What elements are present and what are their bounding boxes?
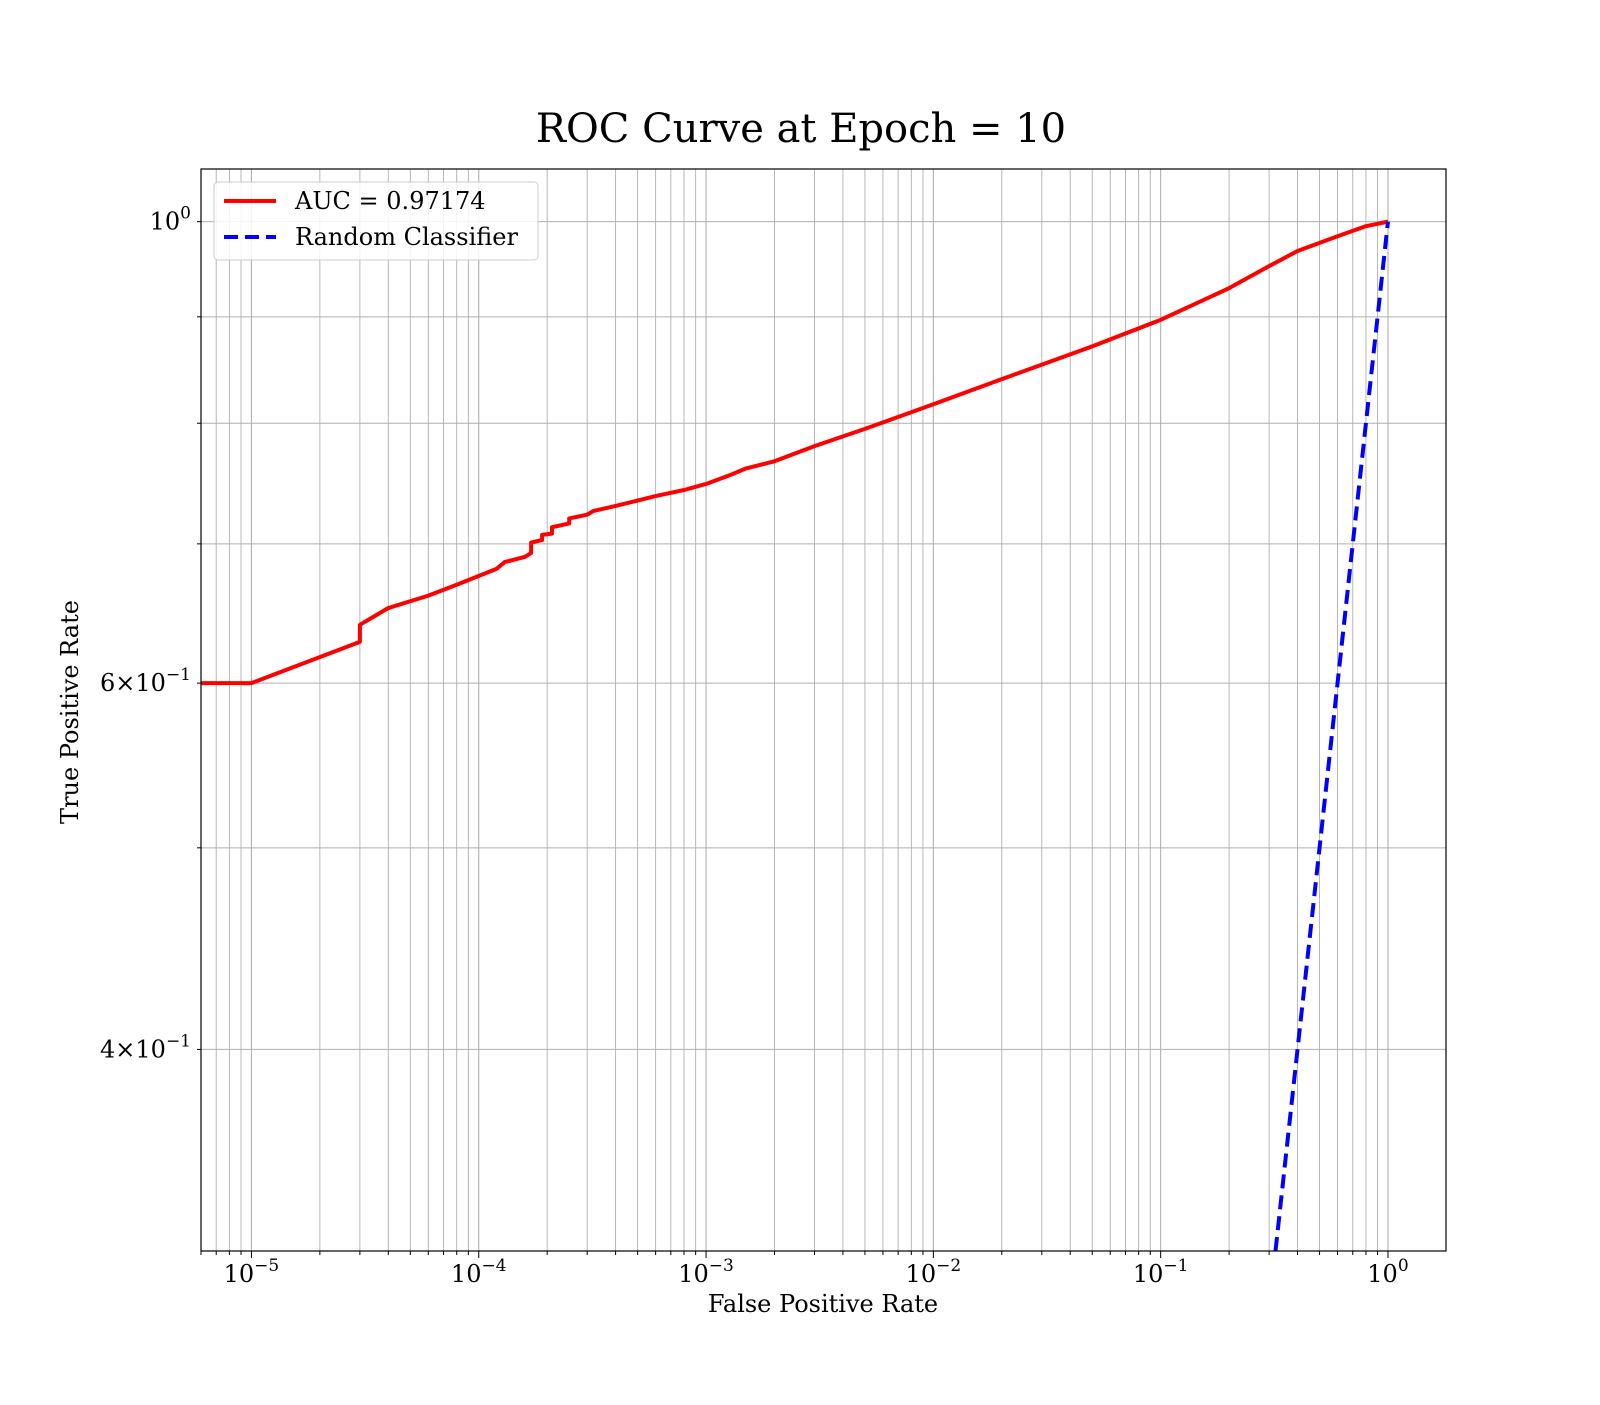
x-tick-label: 10−3 xyxy=(678,1256,734,1288)
series-line-1 xyxy=(1273,221,1390,1251)
series-layer xyxy=(201,219,1390,1251)
label-layer: ROC Curve at Epoch = 10 False Positive R… xyxy=(56,106,1066,1318)
x-axis-label: False Positive Rate xyxy=(708,1290,938,1318)
legend: AUC = 0.97174 Random Classifier xyxy=(213,181,539,261)
chart-title: ROC Curve at Epoch = 10 xyxy=(536,106,1066,152)
tick-layer: 10−5 10−4 10−3 10−2 10−1 100 4×10−1 6×10−1 100 xyxy=(100,204,1409,1288)
x-tick-label: 10−2 xyxy=(906,1256,962,1288)
y-tick-label: 6×10−1 xyxy=(100,665,191,697)
x-tick-label: 10−5 xyxy=(224,1256,280,1288)
legend-box xyxy=(213,181,539,261)
series-line-0 xyxy=(201,219,1389,686)
legend-label-1: Random Classifier xyxy=(295,223,518,251)
x-tick-label: 10−4 xyxy=(451,1256,507,1288)
grid-layer xyxy=(200,169,1446,1251)
y-tick-label: 4×10−1 xyxy=(100,1031,191,1063)
plot-frame xyxy=(200,168,1447,1252)
legend-label-0: AUC = 0.97174 xyxy=(294,187,486,215)
y-axis-label: True Positive Rate xyxy=(56,600,84,824)
y-tick-label: 100 xyxy=(150,204,191,236)
x-tick-label: 100 xyxy=(1367,1256,1408,1288)
x-tick-label: 10−1 xyxy=(1133,1256,1189,1288)
